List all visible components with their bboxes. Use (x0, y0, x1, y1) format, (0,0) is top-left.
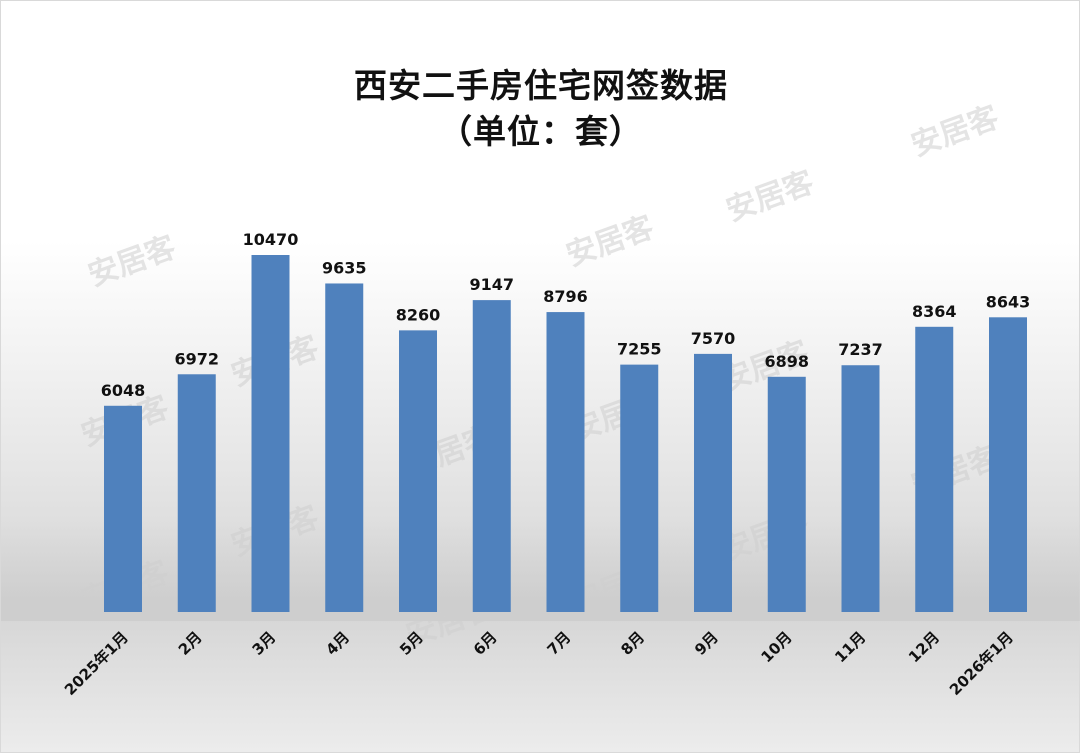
bar-13 (989, 317, 1027, 612)
x-tick-label-13: 2026年1月 (946, 628, 1017, 699)
data-label-12: 8364 (912, 302, 957, 321)
bar-4 (325, 283, 364, 612)
data-label-8: 7255 (617, 340, 662, 359)
chart-title: 西安二手房住宅网签数据 (354, 66, 728, 105)
bar-1 (104, 405, 142, 612)
x-tick-label-10: 10月 (757, 628, 795, 666)
data-label-7: 8796 (543, 287, 588, 306)
data-label-10: 6898 (764, 352, 809, 371)
x-tick-label-7: 7月 (544, 628, 575, 659)
data-label-2: 6972 (174, 349, 219, 368)
watermark-text: 安居客 (722, 165, 819, 229)
bar-7 (546, 312, 585, 612)
watermark-text: 安居客 (562, 210, 659, 274)
bar-11 (841, 365, 880, 612)
x-tick-label-6: 6月 (470, 628, 501, 659)
data-label-1: 6048 (101, 381, 146, 400)
watermark-text: 安居客 (907, 100, 1004, 164)
x-tick-label-8: 8月 (617, 628, 648, 659)
data-label-11: 7237 (838, 340, 883, 359)
x-tick-label-12: 12月 (905, 628, 943, 666)
x-tick-label-9: 9月 (691, 628, 722, 659)
data-label-9: 7570 (691, 329, 736, 348)
x-tick-label-11: 11月 (831, 628, 869, 666)
bar-12 (915, 326, 954, 612)
bar-3 (251, 255, 290, 612)
bar-9 (694, 353, 732, 612)
x-tick-label-1: 2025年1月 (61, 628, 132, 699)
bar-10 (767, 376, 806, 612)
x-tick-label-3: 3月 (249, 628, 280, 659)
bar-5 (399, 330, 437, 612)
bar-6 (472, 300, 511, 612)
data-label-13: 8643 (986, 292, 1031, 311)
data-label-5: 8260 (396, 305, 441, 324)
chart-subtitle-unit: （单位：套） (439, 112, 643, 151)
data-label-4: 9635 (322, 258, 367, 277)
watermark-text: 安居客 (84, 230, 181, 294)
x-tick-label-2: 2月 (175, 628, 206, 659)
data-label-6: 9147 (469, 275, 514, 294)
data-label-3: 10470 (243, 230, 299, 249)
bar-2 (177, 374, 216, 612)
bar-8 (620, 364, 659, 612)
x-tick-label-4: 4月 (322, 628, 353, 659)
